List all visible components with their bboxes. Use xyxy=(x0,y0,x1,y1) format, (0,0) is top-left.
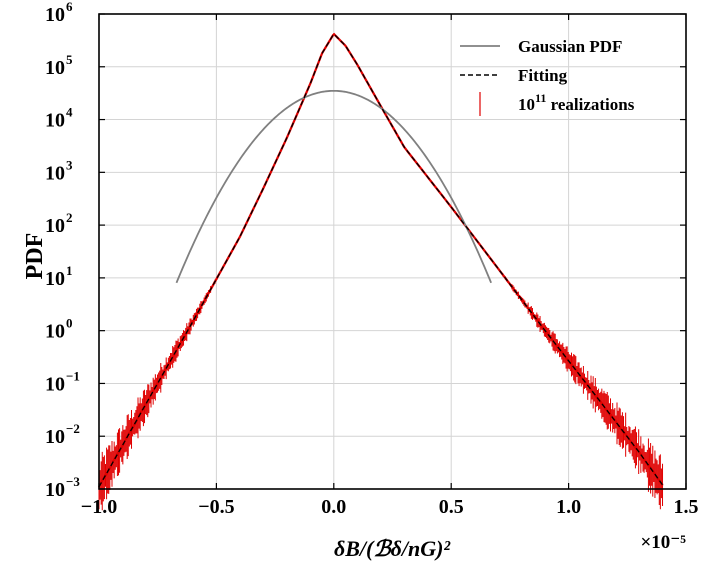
y-tick-base: 10 xyxy=(45,373,65,395)
axis-ticks xyxy=(98,13,687,490)
series-fitting xyxy=(98,33,664,488)
series-layer xyxy=(98,32,664,511)
legend-label-exponent: 11 xyxy=(535,91,546,105)
legend-label: Fitting xyxy=(518,66,568,85)
y-tick-label: 10 xyxy=(45,215,65,237)
x-tick-label: −0.5 xyxy=(198,496,234,518)
x-tick-label: 1.0 xyxy=(556,496,581,518)
y-tick-exponent: 5 xyxy=(66,52,73,67)
realizations-point xyxy=(344,44,347,47)
realizations-point xyxy=(145,403,147,405)
y-tick-label: 10 xyxy=(45,479,65,501)
y-tick-label: 10 xyxy=(45,268,65,290)
y-tick-label: 10 xyxy=(45,57,65,79)
x-axis-label: δB/(ℬδ/nG)² xyxy=(334,536,451,561)
y-tick-label: 10 xyxy=(45,426,65,448)
x-axis-multiplier: ×10⁻⁵ xyxy=(640,532,686,553)
y-tick-exponent: 4 xyxy=(66,105,73,120)
y-tick-base: 10 xyxy=(45,321,65,343)
y-tick-exponent: 0 xyxy=(66,316,73,331)
y-tick-base: 10 xyxy=(45,479,65,501)
y-tick-label: 10 xyxy=(45,4,65,26)
y-tick-label: 10 xyxy=(45,110,65,132)
y-tick-base: 10 xyxy=(45,162,65,184)
legend-label: 1011 realizations xyxy=(518,91,635,114)
y-tick-base: 10 xyxy=(45,57,65,79)
y-tick-label: 10 xyxy=(45,162,65,184)
series-gaussian-pdf xyxy=(175,89,492,284)
y-tick-label: 10 xyxy=(45,321,65,343)
x-tick-label: −1.0 xyxy=(81,496,117,518)
x-tick-label: 1.5 xyxy=(674,496,699,518)
y-tick-base: 10 xyxy=(45,426,65,448)
y-tick-exponent: 3 xyxy=(66,157,73,172)
y-tick-base: 10 xyxy=(45,268,65,290)
legend-label: Gaussian PDF xyxy=(518,37,622,56)
x-tick-label: 0.0 xyxy=(321,496,346,518)
y-axis-label: PDF xyxy=(22,233,48,280)
x-tick-labels: −1.0 −0.5 0.0 0.5 1.0 1.5 xyxy=(81,496,699,518)
legend: Gaussian PDF Fitting 1011 realizations xyxy=(460,37,635,116)
x-tick-label: 0.5 xyxy=(439,496,464,518)
legend-label-rest: realizations xyxy=(546,95,634,114)
y-tick-base: 10 xyxy=(45,110,65,132)
y-tick-label: 10 xyxy=(45,373,65,395)
y-tick-exponent: −1 xyxy=(66,368,80,383)
grid-lines xyxy=(98,13,687,490)
y-tick-exponent: 2 xyxy=(66,210,73,225)
realizations-point xyxy=(192,320,194,323)
y-tick-exponent: −3 xyxy=(66,474,80,489)
y-tick-exponent: 6 xyxy=(66,0,73,14)
realizations-point xyxy=(239,236,241,238)
y-tick-exponent: 1 xyxy=(66,263,73,278)
y-tick-base: 10 xyxy=(45,215,65,237)
y-tick-base: 10 xyxy=(45,4,65,26)
y-tick-exponent: −2 xyxy=(66,421,80,436)
legend-label-base: 10 xyxy=(518,95,535,114)
realizations-point xyxy=(333,33,335,35)
plot-frame xyxy=(98,13,687,490)
